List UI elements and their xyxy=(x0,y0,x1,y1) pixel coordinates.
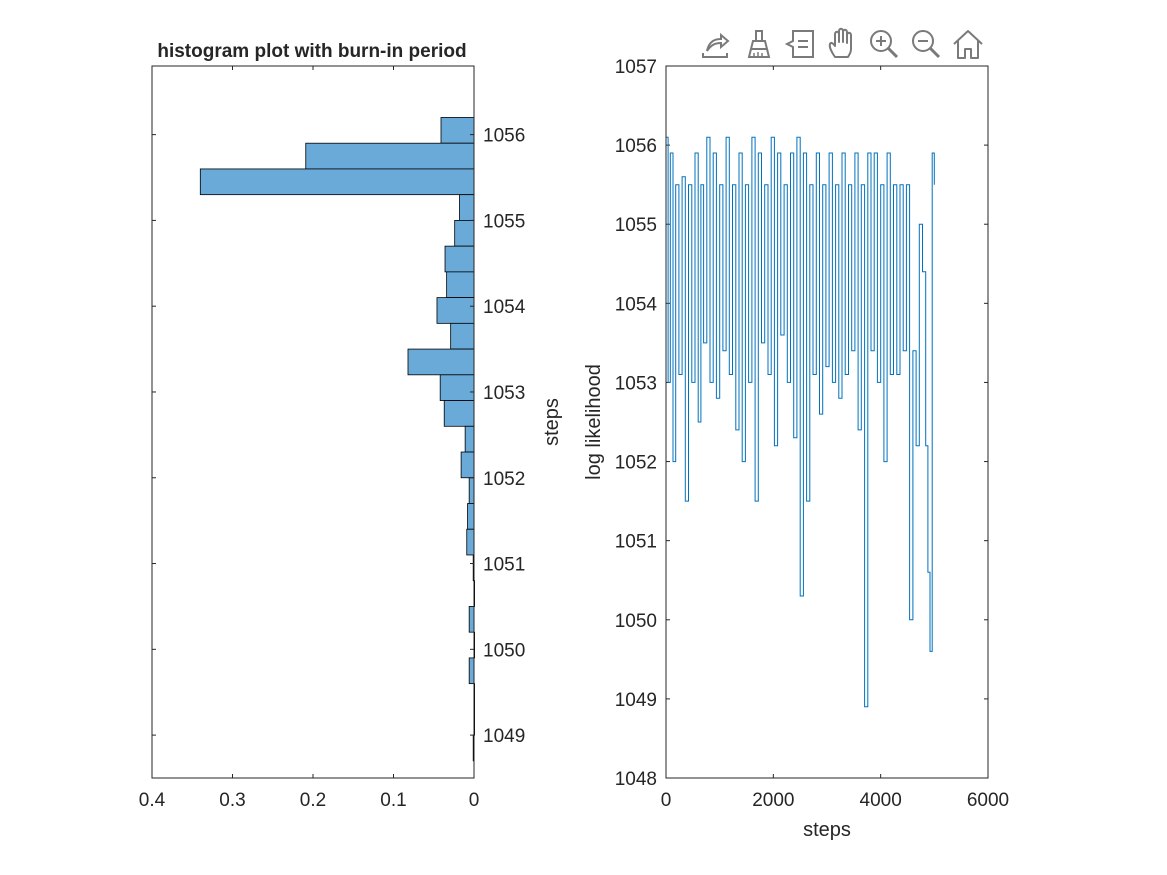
histogram-bar xyxy=(450,322,475,350)
export-button[interactable] xyxy=(696,24,736,64)
trace-xlabel: steps xyxy=(803,819,851,841)
histogram-xtick-label: 0.2 xyxy=(300,790,326,811)
histogram-axes: 0.4 0.3 0.2 0.1 0 1049 1050 1051 1052 1053 1054 105… xyxy=(139,41,563,811)
histogram-bar xyxy=(454,220,475,247)
trace-ytick-label: 1057 xyxy=(615,57,657,78)
histogram-bar xyxy=(466,528,475,556)
histogram-bar xyxy=(468,657,475,685)
histogram-bar xyxy=(440,117,475,144)
pan-icon xyxy=(828,27,852,58)
histogram-bar xyxy=(436,297,475,324)
zoom-out-button[interactable] xyxy=(906,24,946,64)
histogram-title: histogram plot with burn-in period xyxy=(157,41,466,62)
histogram-bars xyxy=(199,117,476,762)
home-icon xyxy=(953,30,983,59)
trace-xtick-label: 0 xyxy=(661,790,672,811)
histogram-bar xyxy=(305,142,475,170)
histogram-bar xyxy=(444,245,475,273)
trace-xtick-label: 6000 xyxy=(967,790,1009,811)
trace-axes: 0 2000 4000 6000 1048 1049 1050 1051 1052 1053 105… xyxy=(583,57,1009,841)
trace-ytick-label: 1051 xyxy=(615,532,657,553)
histogram-ticks: 0.4 0.3 0.2 0.1 0 1049 1050 1051 1052 1053 1054 105… xyxy=(139,66,526,811)
trace-axes-box xyxy=(665,65,989,779)
histogram-ytick-label: 1050 xyxy=(483,640,525,661)
histogram-bar xyxy=(460,451,475,479)
trace-ytick-label: 1053 xyxy=(615,373,657,394)
histogram-bar xyxy=(468,477,475,504)
histogram-xtick-label: 0 xyxy=(469,790,480,811)
zoom-in-button[interactable] xyxy=(864,24,904,64)
datatip-button[interactable] xyxy=(780,24,820,64)
axes-toolbar xyxy=(696,24,988,64)
histogram-ylabel: steps xyxy=(541,398,563,446)
zoom-in-icon xyxy=(870,30,899,59)
histogram-bar xyxy=(468,606,475,633)
histogram-bar xyxy=(459,194,475,221)
zoom-out-icon xyxy=(912,30,941,59)
trace-ytick-label: 1052 xyxy=(615,453,657,474)
trace-ylabel: log likelihood xyxy=(583,364,605,480)
histogram-ytick-label: 1055 xyxy=(483,211,525,232)
trace-xtick-label: 2000 xyxy=(752,790,794,811)
histogram-ytick-label: 1053 xyxy=(483,383,525,404)
datatip-icon xyxy=(784,30,814,58)
pan-button[interactable] xyxy=(822,24,862,64)
histogram-bar xyxy=(443,400,475,427)
trace-ytick-label: 1054 xyxy=(615,294,658,315)
brush-icon xyxy=(747,30,771,58)
histogram-ytick-label: 1054 xyxy=(483,297,526,318)
trace-ytick-label: 1050 xyxy=(615,611,657,632)
brush-button[interactable] xyxy=(738,24,778,64)
histogram-bar xyxy=(467,503,475,530)
histogram-ytick-label: 1049 xyxy=(483,726,525,747)
histogram-xtick-label: 0.4 xyxy=(139,790,166,811)
trace-series-line xyxy=(666,136,935,708)
trace-ytick-label: 1049 xyxy=(615,690,657,711)
histogram-xtick-label: 0.3 xyxy=(219,790,245,811)
trace-xtick-label: 4000 xyxy=(860,790,902,811)
histogram-ytick-label: 1056 xyxy=(483,126,525,147)
trace-ticks: 0 2000 4000 6000 1048 1049 1050 1051 1052 1053 105… xyxy=(615,57,1009,811)
home-button[interactable] xyxy=(948,24,988,64)
histogram-ytick-label: 1052 xyxy=(483,469,525,490)
trace-ytick-label: 1056 xyxy=(615,136,657,157)
trace-ytick-label: 1048 xyxy=(615,769,657,790)
histogram-xtick-label: 0.1 xyxy=(380,790,406,811)
histogram-bar xyxy=(439,374,475,401)
export-icon xyxy=(702,32,730,58)
histogram-bar xyxy=(199,168,475,196)
histogram-bar xyxy=(407,348,475,376)
histogram-bar xyxy=(446,271,475,299)
histogram-bar xyxy=(464,425,475,453)
trace-plot-area xyxy=(666,66,988,778)
trace-ytick-label: 1055 xyxy=(615,215,657,236)
histogram-ytick-label: 1051 xyxy=(483,555,525,576)
histogram-axes-box xyxy=(151,65,475,779)
